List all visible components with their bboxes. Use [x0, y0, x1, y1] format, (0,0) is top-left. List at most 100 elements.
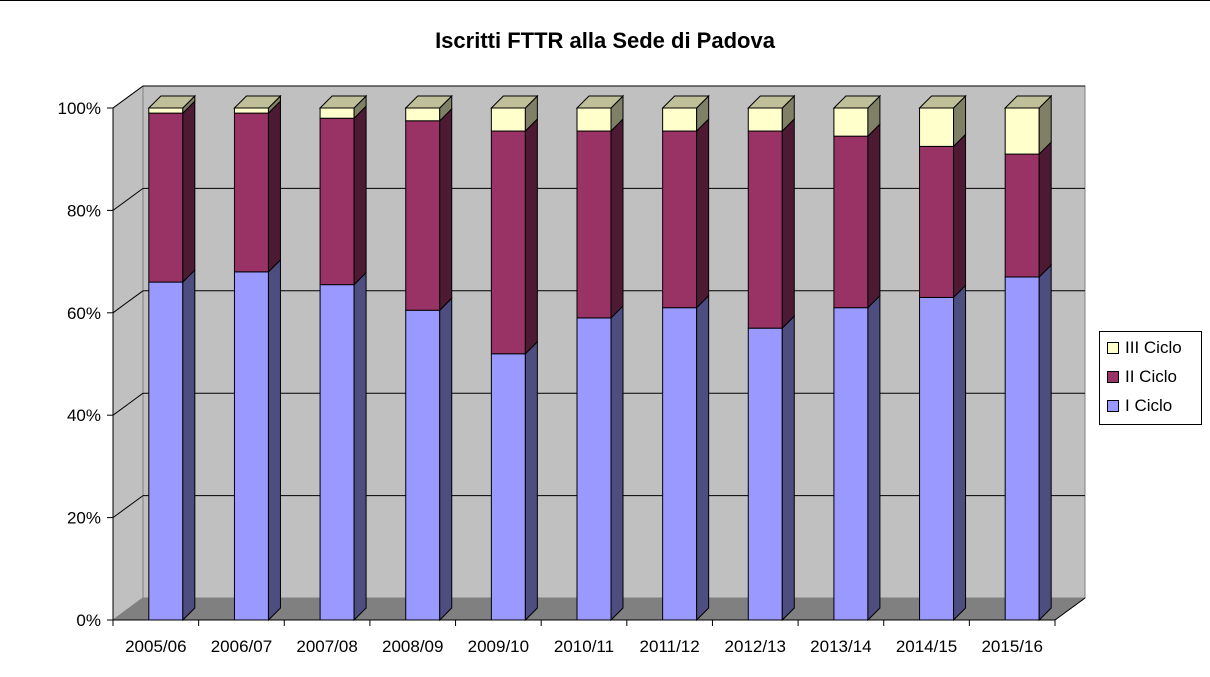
legend: III Ciclo II Ciclo I Ciclo: [1099, 331, 1202, 425]
y-tick-label: 60%: [67, 304, 101, 323]
y-tick-label: 100%: [58, 99, 101, 118]
bar-segment-front: [1004, 276, 1040, 621]
bar-segment-side: [696, 294, 710, 622]
y-tick-label: 40%: [67, 406, 101, 425]
bar-segment-front: [148, 281, 184, 621]
x-tick-label: 2005/06: [125, 637, 186, 656]
bar-segment-front: [833, 135, 869, 309]
bar-segment-front: [233, 112, 269, 273]
bar-segment-front: [576, 317, 612, 621]
gridline-side: [112, 85, 144, 109]
bar-segment-front: [148, 107, 184, 114]
x-tick-label: 2008/09: [382, 637, 443, 656]
legend-label: I Ciclo: [1125, 396, 1173, 415]
bar-segment-side: [696, 117, 710, 309]
bar-segment-side: [439, 297, 453, 622]
bar-segment-side: [353, 105, 367, 286]
bar-segment-front: [747, 327, 783, 621]
bar-segment-front: [490, 130, 526, 355]
bar-top: [490, 95, 539, 109]
bar-segment-front: [1004, 153, 1040, 278]
bar-segment-front: [319, 117, 355, 286]
bar-segment-front: [919, 296, 955, 621]
bar-segment-front: [405, 309, 441, 621]
top-border: [0, 0, 1210, 1]
bar-segment-side: [267, 258, 281, 622]
bar-top: [404, 95, 453, 109]
bar-top: [575, 95, 625, 109]
x-tick-label: 2011/12: [640, 637, 700, 656]
bar-segment-side: [781, 314, 795, 622]
bar-segment-front: [405, 107, 441, 122]
legend-swatch: [1107, 400, 1119, 412]
y-tick-label: 80%: [67, 201, 101, 220]
floor-edge: [1054, 597, 1086, 621]
bar-segment-front: [747, 107, 783, 132]
x-tick-labels: 2005/06 2006/07 2007/08 2008/09 2009/10 2010/…: [125, 637, 1043, 656]
bars: [147, 94, 1053, 622]
bar-segment-side: [439, 107, 453, 312]
x-tick-label: 2010/11: [554, 637, 614, 656]
bar-segment-front: [662, 130, 698, 309]
bar-segment-front: [1004, 107, 1040, 155]
bar-segment-side: [1038, 140, 1052, 279]
bar-top: [747, 95, 796, 109]
bar-segment-side: [867, 122, 881, 309]
bar-top: [661, 95, 710, 109]
bar-segment-front: [319, 284, 355, 621]
y-tick-labels: 0% 20% 40% 60% 80% 100%: [58, 99, 101, 630]
bar-segment-front: [576, 130, 612, 319]
legend-swatch: [1107, 371, 1119, 383]
legend-item: III Ciclo: [1107, 337, 1182, 359]
x-tick-label: 2014/15: [896, 637, 957, 656]
bar-segment-side: [953, 133, 967, 299]
x-tick-label: 2006/07: [211, 637, 272, 656]
gridline-side: [112, 392, 144, 416]
y-tick-label: 20%: [67, 509, 101, 528]
bar-segment-side: [610, 117, 624, 320]
x-tick-label: 2009/10: [468, 637, 529, 656]
x-tick-label: 2015/16: [981, 637, 1042, 656]
bar-top: [147, 95, 197, 109]
gridline-side: [112, 290, 144, 314]
bar-segment-side: [182, 268, 196, 622]
bar-segment-front: [662, 307, 698, 621]
legend-item: II Ciclo: [1107, 366, 1177, 388]
bar-segment-side: [182, 99, 196, 284]
x-tick-label: 2007/08: [296, 637, 357, 656]
axes: [107, 107, 1086, 626]
bar-segment-front: [833, 307, 869, 621]
bar-segment-side: [953, 284, 967, 622]
bar-segment-front: [490, 353, 526, 621]
bar-segment-front: [405, 120, 441, 311]
legend-swatch: [1107, 342, 1119, 354]
bar-segment-side: [524, 340, 538, 622]
bar-segment-front: [233, 271, 269, 621]
bar-segment-side: [524, 117, 538, 355]
chart-title: Iscritti FTTR alla Sede di Padova: [435, 28, 775, 53]
bar-segment-front: [833, 107, 869, 137]
bar-top: [233, 95, 282, 109]
side-wall: [112, 85, 144, 621]
bar-segment-side: [867, 294, 881, 622]
bar-top: [918, 95, 967, 109]
legend-label: II Ciclo: [1125, 367, 1177, 386]
legend-label: III Ciclo: [1125, 338, 1182, 357]
bar-top: [1003, 95, 1053, 109]
bar-top: [318, 95, 368, 109]
gridline-side: [112, 187, 144, 211]
bar-segment-side: [1038, 263, 1052, 622]
bar-segment-front: [148, 112, 184, 283]
bar-segment-side: [610, 304, 624, 622]
bar-segment-side: [267, 99, 281, 274]
bar-segment-front: [747, 130, 783, 329]
bar-segment-front: [919, 107, 955, 147]
bar-segment-front: [662, 107, 698, 132]
x-tick-label: 2013/14: [810, 637, 871, 656]
y-tick-label: 0%: [76, 611, 101, 630]
legend-item: I Ciclo: [1107, 395, 1172, 417]
bar-top: [832, 95, 882, 109]
bar-segment-front: [233, 107, 269, 114]
bar-segment-side: [781, 117, 795, 330]
